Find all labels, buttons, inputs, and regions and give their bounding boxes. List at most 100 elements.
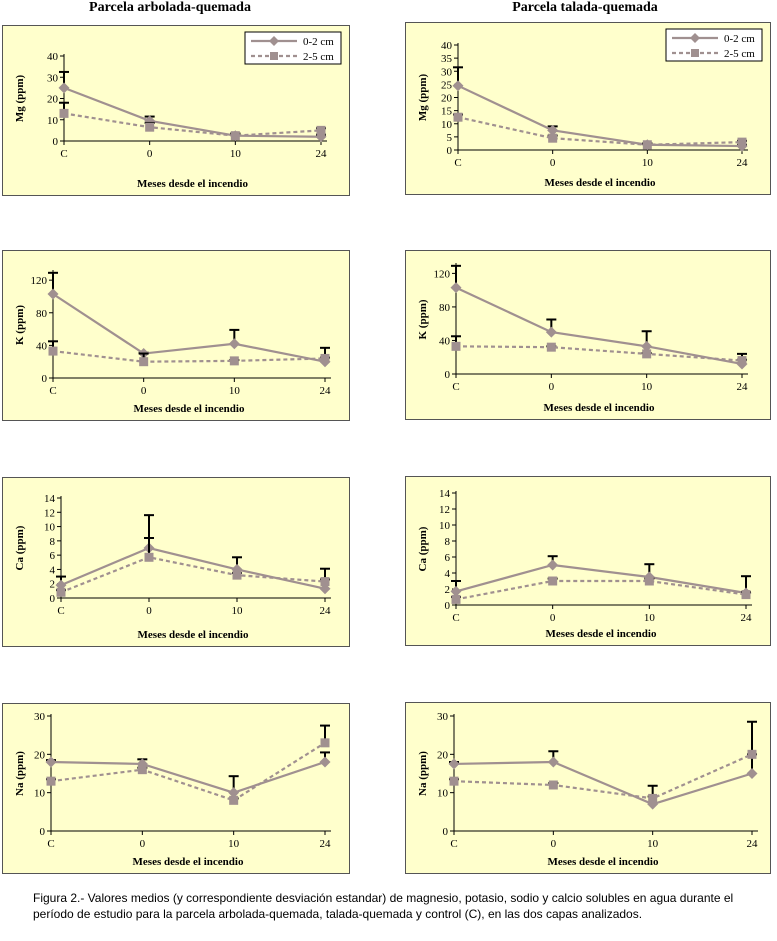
y-tick-label: 80 [439, 302, 451, 314]
square-marker [546, 342, 556, 352]
series-line-0-2cm [453, 760, 753, 806]
y-axis-label: K (ppm) [417, 299, 429, 339]
square-marker [449, 776, 459, 786]
legend-label: 2-5 cm [303, 51, 334, 63]
legend-diamond-marker [269, 36, 279, 46]
y-axis-label: Na (ppm) [14, 751, 26, 796]
square-marker [548, 780, 558, 790]
chart-panel-mg-talada: 0 5 10 15 20 25 30 35 40 C 0 10 24 Meses desde el inc… [405, 22, 771, 195]
square-marker [229, 356, 239, 366]
series-line-2-5cm [52, 349, 326, 363]
chart-panel-ca-talada: 0 2 4 6 8 10 12 14 C 0 10 24 Meses desde el incendio… [405, 476, 771, 646]
x-tick-label: 24 [316, 148, 328, 160]
y-tick-label: 6 [445, 552, 451, 564]
column-title-talada: Parcela talada-quemada [512, 0, 658, 15]
x-tick-label: 10 [230, 148, 242, 160]
series-line-0-2cm [63, 86, 322, 138]
x-tick-label: 0 [147, 148, 153, 160]
diamond-marker [547, 756, 559, 768]
x-axis-label: Meses desde el incendio [134, 403, 245, 415]
square-marker [320, 577, 330, 587]
y-tick-label: 0 [445, 600, 451, 612]
x-axis-label: Meses desde el incendio [546, 628, 657, 640]
y-tick-label: 14 [44, 493, 56, 505]
diamond-marker [452, 80, 464, 92]
x-tick-label: 24 [747, 838, 759, 850]
y-tick-label: 10 [47, 115, 59, 127]
square-marker [548, 133, 558, 143]
y-tick-label: 20 [441, 93, 453, 105]
diamond-marker [547, 124, 559, 136]
y-tick-label: 30 [437, 711, 449, 723]
y-tick-label: 80 [36, 308, 48, 320]
diamond-marker [746, 768, 758, 779]
x-tick-label: 24 [320, 605, 332, 617]
column-title-arbolada: Parcela arbolada-quemada [89, 0, 251, 15]
y-tick-label: 0 [443, 826, 449, 838]
y-tick-label: 10 [439, 520, 451, 532]
y-tick-label: 20 [34, 749, 46, 761]
y-tick-label: 2 [50, 579, 56, 591]
diamond-marker [319, 756, 331, 768]
y-tick-label: 40 [439, 335, 451, 347]
x-tick-label: C [49, 385, 56, 397]
y-tick-label: 120 [434, 268, 451, 280]
legend-label: 2-5 cm [724, 48, 755, 60]
square-marker [741, 590, 751, 600]
y-tick-label: 0 [42, 373, 48, 385]
series-line-2-5cm [60, 556, 326, 594]
square-marker [316, 125, 326, 135]
square-marker [642, 349, 652, 359]
series-line-0-2cm [50, 760, 326, 794]
y-axis-label: Ca (ppm) [417, 526, 429, 571]
square-marker [747, 749, 757, 759]
diamond-marker [58, 82, 70, 94]
square-marker [46, 776, 56, 786]
square-marker [648, 793, 658, 803]
chart-panel-na-talada: 0 10 20 30 C 0 10 24 Meses desde el incendio Na (… [405, 702, 771, 874]
x-axis-label: Meses desde el incendio [133, 856, 244, 868]
x-tick-label: 10 [644, 612, 656, 624]
square-marker [229, 795, 239, 805]
diamond-marker [641, 340, 653, 352]
square-marker [232, 570, 242, 580]
series-line-0-2cm [52, 293, 326, 363]
series-line-0-2cm [455, 563, 747, 595]
x-tick-label: 0 [550, 612, 556, 624]
y-tick-label: 10 [44, 522, 56, 534]
chart-panel-k-arbolada: 0 40 80 120 C 0 10 24 Meses desde el incendio K (… [2, 250, 350, 421]
chart-panel-na-arbolada: 0 10 20 30 C 0 10 24 Meses desde el incendio Na (… [2, 703, 350, 874]
y-tick-label: 4 [50, 564, 56, 576]
series-line-2-5cm [453, 753, 753, 800]
legend-diamond-marker [690, 33, 700, 43]
y-tick-label: 25 [441, 79, 453, 91]
y-tick-label: 20 [47, 94, 59, 106]
square-marker [320, 353, 330, 363]
x-tick-label: 10 [641, 381, 653, 393]
x-tick-label: C [452, 381, 459, 393]
y-tick-label: 0 [50, 593, 56, 605]
x-tick-label: 24 [741, 612, 753, 624]
series-line-2-5cm [457, 116, 743, 146]
square-marker [56, 587, 66, 597]
diamond-marker [450, 585, 462, 597]
y-tick-label: 10 [441, 119, 453, 131]
diamond-marker [450, 282, 462, 294]
legend-square-marker [270, 52, 278, 60]
x-axis-label: Meses desde el incendio [137, 178, 248, 190]
square-marker [642, 140, 652, 150]
y-axis-label: Mg (ppm) [417, 73, 429, 121]
x-tick-label: 0 [140, 838, 146, 850]
square-marker [548, 576, 558, 586]
legend-label: 0-2 cm [303, 36, 334, 48]
y-tick-label: 15 [441, 106, 453, 118]
x-axis-label: Meses desde el incendio [138, 629, 249, 641]
y-axis-label: Mg (ppm) [14, 74, 26, 122]
square-marker [48, 346, 58, 356]
y-tick-label: 10 [34, 788, 46, 800]
y-tick-label: 120 [31, 275, 48, 287]
square-marker [451, 341, 461, 351]
chart-panel-mg-arbolada: 0 10 20 30 40 C 0 10 24 Meses desde el incendio Mg… [2, 25, 350, 196]
